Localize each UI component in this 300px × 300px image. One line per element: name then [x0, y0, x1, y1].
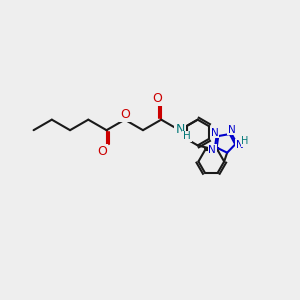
Text: N: N: [211, 128, 219, 138]
Text: H: H: [183, 131, 191, 141]
Text: H: H: [242, 136, 249, 146]
Text: N: N: [175, 123, 184, 136]
Text: N: N: [236, 140, 244, 150]
Text: O: O: [152, 92, 162, 105]
Text: N: N: [208, 145, 216, 155]
Text: O: O: [97, 145, 107, 158]
Text: N: N: [228, 124, 236, 135]
Text: O: O: [120, 108, 130, 121]
